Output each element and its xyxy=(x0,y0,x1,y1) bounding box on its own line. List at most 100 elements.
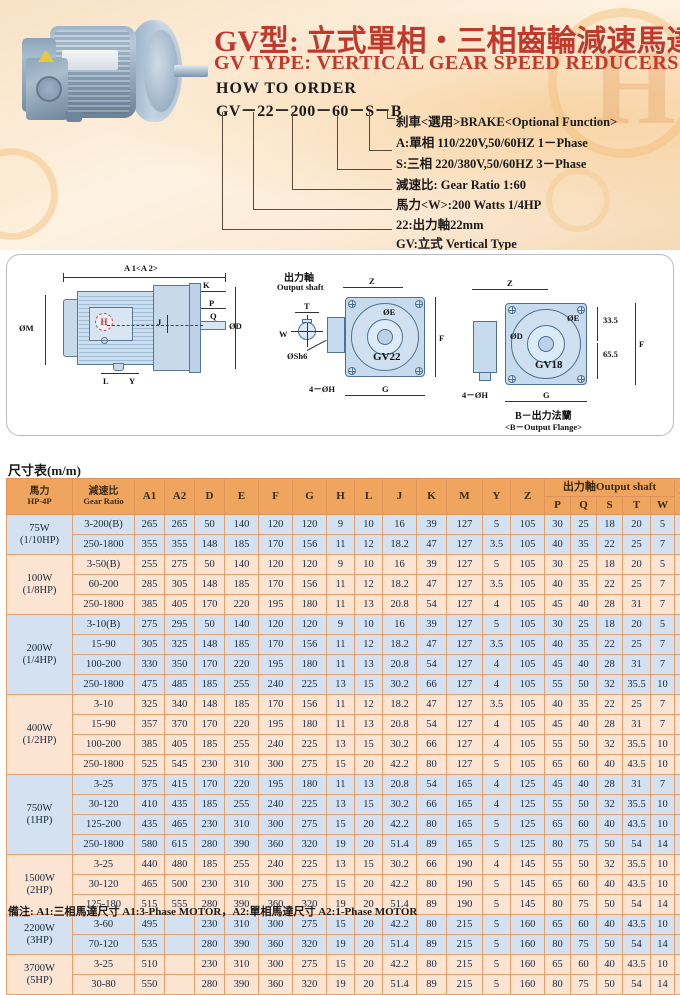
cell-g: 156 xyxy=(293,575,327,595)
cell-z: 145 xyxy=(511,895,545,915)
cell-e: 220 xyxy=(225,775,259,795)
cell-m: 215 xyxy=(447,935,483,955)
cell-e: 255 xyxy=(225,795,259,815)
gv18-bolt-icon xyxy=(577,375,585,383)
cell-z: 105 xyxy=(511,555,545,575)
cell-w: 5 xyxy=(651,555,675,575)
dimension-line-t xyxy=(295,312,319,313)
cell-kg: 50 xyxy=(675,835,680,855)
cell-t: 31 xyxy=(623,715,651,735)
cell-k: 80 xyxy=(417,755,447,775)
cell-m: 165 xyxy=(447,815,483,835)
cell-y: 5 xyxy=(483,615,511,635)
cell-horsepower: 3700W(5HP) xyxy=(7,955,73,995)
motor-nameplate xyxy=(62,50,118,70)
cell-t: 54 xyxy=(623,975,651,995)
cell-s: 22 xyxy=(597,575,623,595)
cell-p: 55 xyxy=(545,675,571,695)
leader-line xyxy=(222,229,392,230)
cell-s: 50 xyxy=(597,835,623,855)
cell-t: 25 xyxy=(623,535,651,555)
th-s: S xyxy=(597,497,623,515)
cell-q: 35 xyxy=(571,635,597,655)
cell-f: 240 xyxy=(259,795,293,815)
cell-z: 105 xyxy=(511,715,545,735)
th-j: J xyxy=(383,479,417,515)
dim-label-osh6: ØSh6 xyxy=(287,351,307,361)
cell-horsepower: 2200W(3HP) xyxy=(7,915,73,955)
motor-flange-face xyxy=(144,30,178,112)
cell-k: 66 xyxy=(417,675,447,695)
cell-p: 40 xyxy=(545,635,571,655)
cell-j: 30.2 xyxy=(383,795,417,815)
cell-w: 5 xyxy=(651,615,675,635)
cell-t: 43.5 xyxy=(623,955,651,975)
cell-j: 18.2 xyxy=(383,695,417,715)
cell-l: 10 xyxy=(355,615,383,635)
cell-w: 10 xyxy=(651,915,675,935)
cell-m: 127 xyxy=(447,675,483,695)
cell-a1: 510 xyxy=(135,955,165,975)
cell-m: 165 xyxy=(447,775,483,795)
cell-h: 13 xyxy=(327,735,355,755)
cell-k: 47 xyxy=(417,695,447,715)
cell-p: 80 xyxy=(545,975,571,995)
cell-y: 5 xyxy=(483,875,511,895)
cell-gear-ratio: 3-50(B) xyxy=(73,555,135,575)
cell-a1: 580 xyxy=(135,835,165,855)
cell-j: 42.2 xyxy=(383,755,417,775)
gv22-terminal-box xyxy=(327,317,345,353)
cell-w: 10 xyxy=(651,795,675,815)
dimension-line-z-gv22 xyxy=(343,287,403,288)
cell-gear-ratio: 250-1800 xyxy=(73,835,135,855)
dimension-line-335 xyxy=(597,307,598,341)
cell-e: 310 xyxy=(225,755,259,775)
cell-p: 40 xyxy=(545,575,571,595)
cell-a2: 545 xyxy=(165,755,195,775)
cell-a1: 535 xyxy=(135,935,165,955)
cell-s: 40 xyxy=(597,815,623,835)
cell-t: 35.5 xyxy=(623,855,651,875)
cell-gear-ratio: 30-80 xyxy=(73,975,135,995)
cell-z: 105 xyxy=(511,515,545,535)
cell-f: 170 xyxy=(259,635,293,655)
cell-m: 165 xyxy=(447,835,483,855)
cell-e: 220 xyxy=(225,655,259,675)
dimension-line-g-gv22 xyxy=(345,395,425,396)
cell-h: 11 xyxy=(327,655,355,675)
cell-t: 43.5 xyxy=(623,755,651,775)
cell-w: 14 xyxy=(651,975,675,995)
cell-p: 40 xyxy=(545,535,571,555)
cell-j: 51.4 xyxy=(383,975,417,995)
cell-f: 120 xyxy=(259,555,293,575)
cell-q: 50 xyxy=(571,735,597,755)
cell-gear-ratio: 70-120 xyxy=(73,935,135,955)
cell-w: 10 xyxy=(651,875,675,895)
cell-kg: 6.9 xyxy=(675,575,680,595)
dimension-tick xyxy=(225,273,226,282)
cell-a2: 275 xyxy=(165,555,195,575)
cell-w: 10 xyxy=(651,815,675,835)
cell-horsepower: 750W(1HP) xyxy=(7,775,73,855)
th-f: F xyxy=(259,479,293,515)
cell-k: 54 xyxy=(417,715,447,735)
cell-a2: 355 xyxy=(165,535,195,555)
cell-g: 225 xyxy=(293,855,327,875)
cell-kg: 28 xyxy=(675,795,680,815)
cell-q: 60 xyxy=(571,875,597,895)
cell-t: 54 xyxy=(623,835,651,855)
cell-z: 105 xyxy=(511,695,545,715)
cell-a1: 305 xyxy=(135,635,165,655)
cell-s: 22 xyxy=(597,535,623,555)
motor-output-shaft xyxy=(174,65,208,77)
cell-g: 275 xyxy=(293,755,327,775)
cell-f: 300 xyxy=(259,875,293,895)
cell-m: 127 xyxy=(447,535,483,555)
cell-z: 160 xyxy=(511,975,545,995)
cell-h: 11 xyxy=(327,575,355,595)
cell-s: 40 xyxy=(597,955,623,975)
cell-h: 19 xyxy=(327,975,355,995)
cell-d: 148 xyxy=(195,635,225,655)
